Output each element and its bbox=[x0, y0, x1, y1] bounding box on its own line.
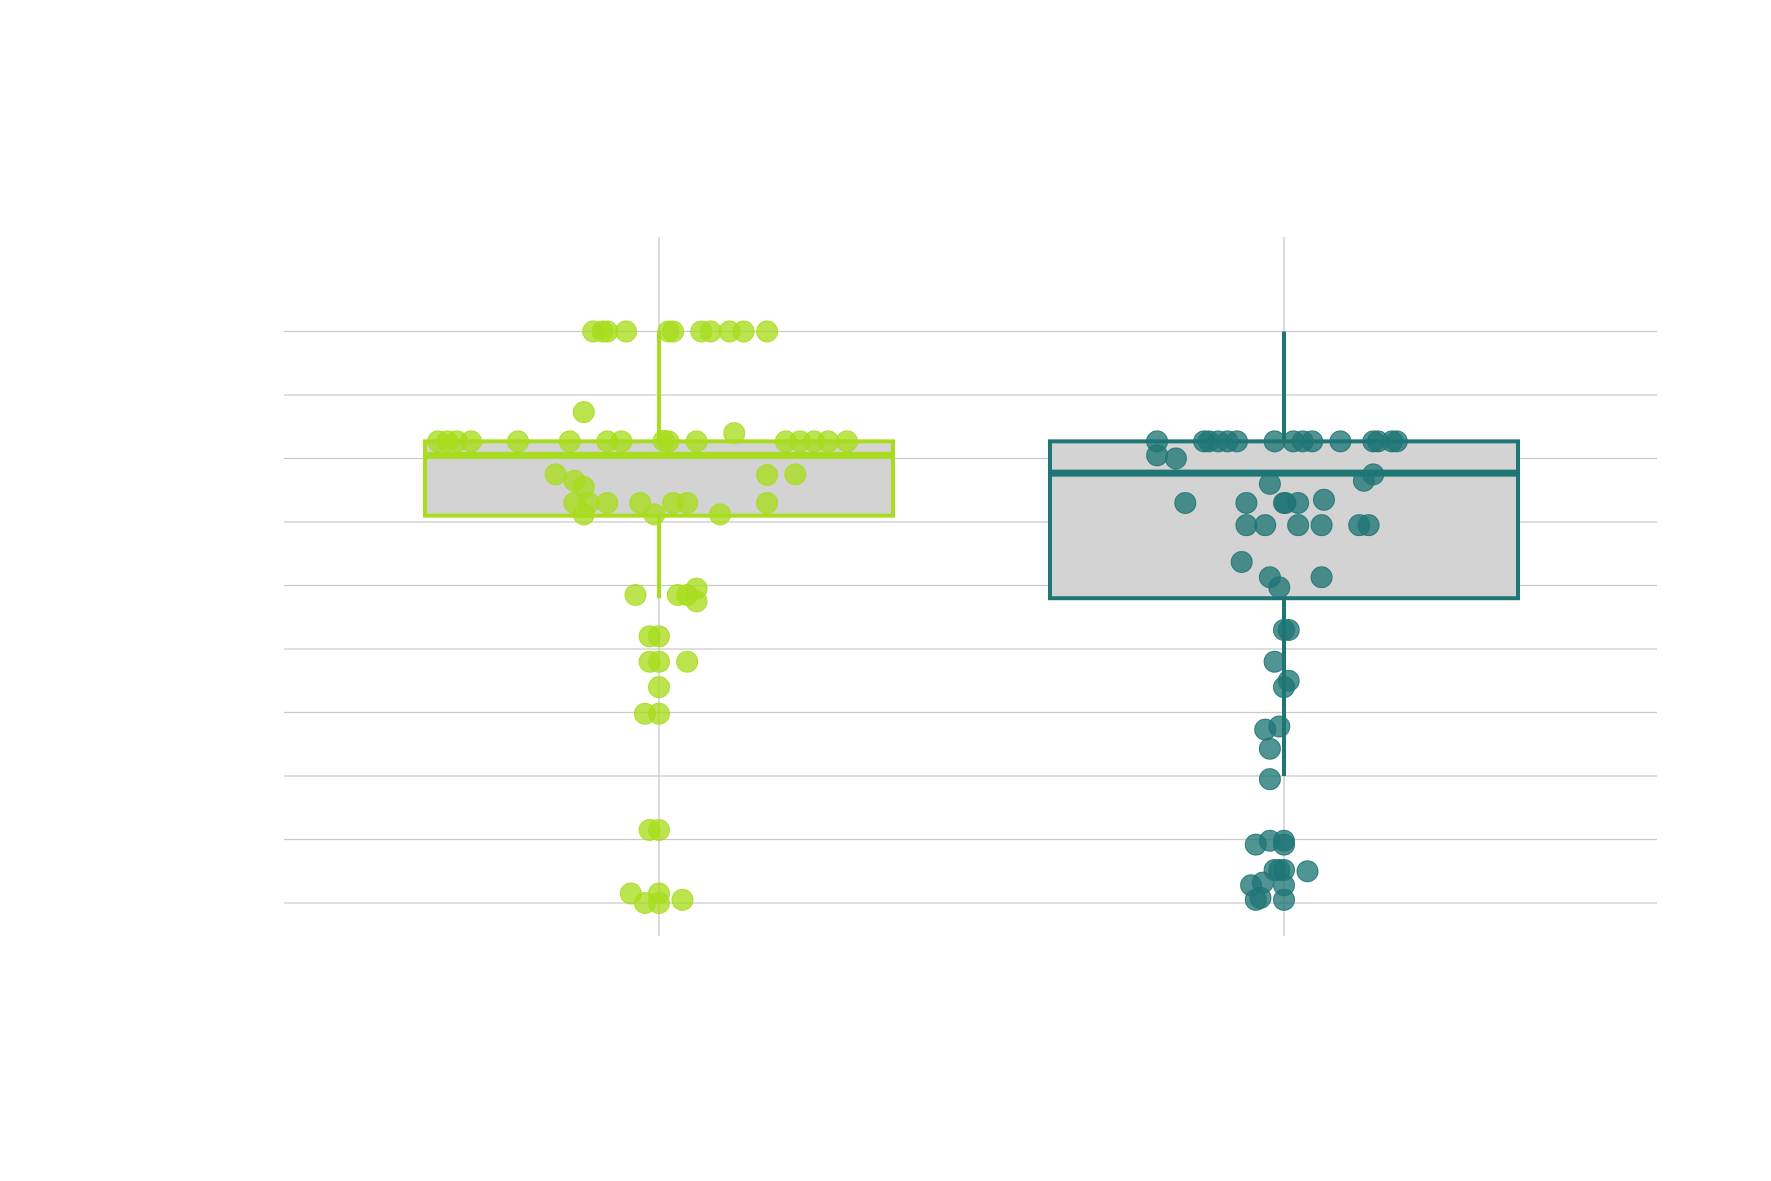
data-point bbox=[723, 422, 746, 445]
data-point bbox=[662, 320, 685, 343]
data-point bbox=[648, 625, 670, 648]
data-point bbox=[648, 676, 670, 699]
data-point bbox=[1268, 576, 1291, 599]
gridlines bbox=[284, 330, 1657, 904]
data-point bbox=[624, 584, 647, 607]
data-point bbox=[671, 888, 694, 911]
data-point bbox=[1164, 447, 1187, 470]
data-point bbox=[1268, 715, 1291, 738]
data-point bbox=[1273, 888, 1295, 911]
data-point bbox=[615, 320, 638, 343]
box-groups bbox=[423, 237, 1520, 936]
data-point bbox=[648, 818, 670, 841]
data-point bbox=[1258, 768, 1281, 791]
data-point bbox=[836, 430, 858, 453]
data-point bbox=[1310, 514, 1333, 537]
data-point bbox=[1357, 514, 1380, 537]
data-point bbox=[1296, 860, 1319, 883]
data-point bbox=[1146, 444, 1169, 467]
data-point bbox=[1254, 514, 1277, 537]
data-point bbox=[817, 430, 840, 453]
data-point bbox=[1277, 618, 1300, 641]
group-1 bbox=[423, 237, 895, 936]
data-point bbox=[756, 491, 779, 514]
data-point bbox=[648, 892, 670, 914]
data-point bbox=[1301, 430, 1324, 453]
data-point bbox=[596, 491, 619, 514]
data-point bbox=[1230, 551, 1253, 574]
data-point bbox=[572, 503, 595, 526]
points bbox=[427, 320, 858, 914]
data-point bbox=[685, 430, 708, 453]
data-point bbox=[648, 702, 670, 725]
data-point bbox=[1235, 514, 1258, 537]
data-point bbox=[1385, 430, 1408, 453]
data-point bbox=[1329, 430, 1352, 453]
group-2 bbox=[1048, 237, 1520, 936]
data-point bbox=[1263, 650, 1286, 673]
data-point bbox=[1249, 886, 1272, 909]
data-point bbox=[676, 491, 699, 514]
data-point bbox=[685, 590, 708, 613]
data-point bbox=[544, 463, 567, 486]
data-point bbox=[756, 464, 779, 487]
data-point bbox=[1174, 491, 1197, 514]
data-point bbox=[558, 430, 581, 453]
points bbox=[1146, 430, 1408, 911]
data-point bbox=[676, 650, 699, 673]
data-point bbox=[657, 430, 680, 453]
data-point bbox=[1263, 430, 1286, 453]
data-point bbox=[572, 401, 595, 424]
data-point bbox=[610, 430, 633, 453]
data-point bbox=[1258, 737, 1281, 760]
data-point bbox=[1273, 676, 1295, 699]
data-point bbox=[643, 503, 666, 526]
data-point bbox=[1226, 430, 1248, 453]
data-point bbox=[756, 320, 779, 343]
data-point bbox=[1235, 491, 1258, 514]
data-point bbox=[1258, 472, 1281, 495]
data-point bbox=[1273, 833, 1295, 856]
data-point bbox=[596, 320, 619, 343]
data-point bbox=[1312, 488, 1335, 511]
data-point bbox=[1287, 491, 1310, 514]
data-point bbox=[709, 503, 732, 526]
data-point bbox=[460, 430, 482, 453]
data-point bbox=[1310, 566, 1333, 589]
data-point bbox=[1287, 514, 1310, 537]
data-point bbox=[784, 463, 807, 486]
data-point bbox=[648, 650, 670, 673]
data-point bbox=[507, 430, 529, 453]
data-point bbox=[1362, 463, 1385, 486]
data-point bbox=[732, 320, 755, 343]
data-point bbox=[699, 320, 722, 343]
box bbox=[1048, 439, 1520, 601]
